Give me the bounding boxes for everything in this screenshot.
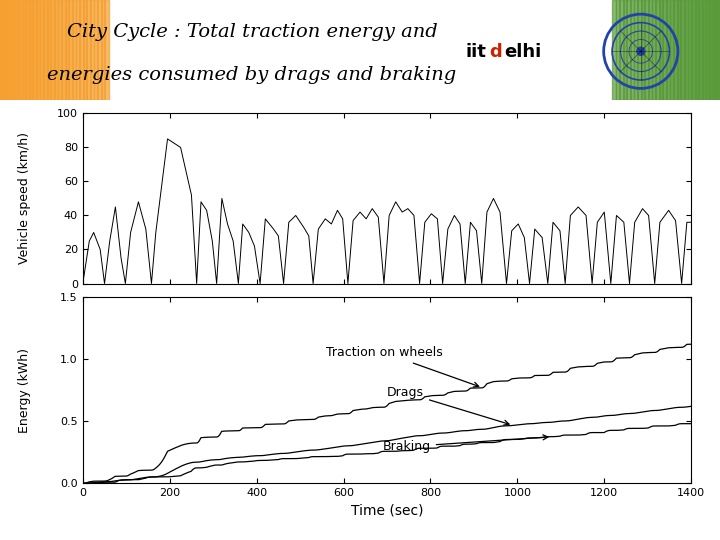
Bar — [666, 0, 670, 100]
Bar — [54, 0, 58, 100]
Bar — [65, 0, 69, 100]
Bar — [61, 0, 66, 100]
Bar — [83, 0, 87, 100]
Bar — [706, 0, 710, 100]
Bar — [695, 0, 699, 100]
Bar — [86, 0, 91, 100]
Bar — [58, 0, 62, 100]
Bar — [18, 0, 22, 100]
Bar — [655, 0, 660, 100]
Bar — [50, 0, 55, 100]
Bar — [698, 0, 703, 100]
Bar — [684, 0, 688, 100]
Bar — [652, 0, 656, 100]
Bar — [4, 0, 8, 100]
Text: City Cycle : Total traction energy and: City Cycle : Total traction energy and — [67, 23, 437, 41]
Bar — [79, 0, 84, 100]
Bar — [101, 0, 105, 100]
Text: Drags: Drags — [387, 386, 509, 425]
Bar — [7, 0, 12, 100]
Circle shape — [636, 47, 645, 55]
Bar — [612, 0, 616, 100]
Y-axis label: Vehicle speed (km/h): Vehicle speed (km/h) — [18, 132, 31, 265]
Text: iit: iit — [465, 43, 486, 61]
Bar — [670, 0, 674, 100]
Bar — [637, 0, 642, 100]
Bar — [713, 0, 717, 100]
Bar — [40, 0, 44, 100]
Bar — [626, 0, 631, 100]
Bar — [11, 0, 15, 100]
Bar — [25, 0, 30, 100]
Bar — [47, 0, 51, 100]
Bar — [659, 0, 663, 100]
Bar — [76, 0, 80, 100]
Bar — [68, 0, 73, 100]
Y-axis label: Energy (kWh): Energy (kWh) — [18, 348, 31, 433]
Bar — [644, 0, 649, 100]
Bar — [32, 0, 37, 100]
Bar — [691, 0, 696, 100]
Bar — [662, 0, 667, 100]
Bar — [648, 0, 652, 100]
Bar — [94, 0, 98, 100]
Text: elhi: elhi — [504, 43, 541, 61]
Bar — [616, 0, 620, 100]
Bar — [22, 0, 26, 100]
Bar — [90, 0, 94, 100]
Bar — [716, 0, 720, 100]
Bar — [43, 0, 48, 100]
Text: d: d — [489, 43, 502, 61]
Bar — [29, 0, 33, 100]
Bar — [0, 0, 4, 100]
Bar — [677, 0, 681, 100]
Bar — [634, 0, 638, 100]
Bar — [630, 0, 634, 100]
Bar — [104, 0, 109, 100]
Bar — [709, 0, 714, 100]
Bar — [36, 0, 40, 100]
Bar — [680, 0, 685, 100]
Text: energies consumed by drags and braking: energies consumed by drags and braking — [48, 66, 456, 84]
Bar — [673, 0, 678, 100]
Bar — [641, 0, 645, 100]
Bar — [97, 0, 102, 100]
Bar — [688, 0, 692, 100]
Bar — [619, 0, 624, 100]
X-axis label: Time (sec): Time (sec) — [351, 504, 423, 518]
Bar — [623, 0, 627, 100]
Bar — [72, 0, 76, 100]
Text: Braking: Braking — [382, 435, 548, 453]
Text: Traction on wheels: Traction on wheels — [326, 346, 479, 387]
Bar — [14, 0, 19, 100]
Bar — [702, 0, 706, 100]
